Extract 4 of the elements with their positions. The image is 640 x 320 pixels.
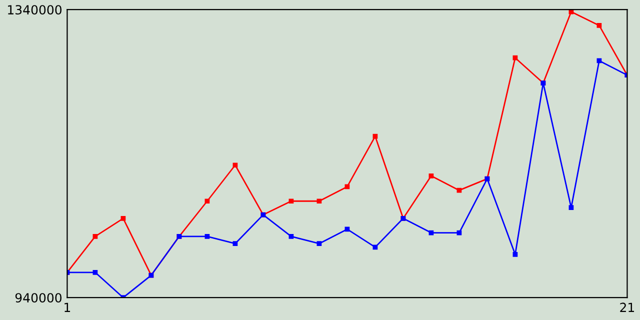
x-tick-label: 21: [620, 302, 634, 312]
y-tick-label: 1340000: [8, 5, 62, 15]
x-tick-label: 1: [64, 302, 70, 312]
y-tick-label: 940000: [15, 293, 62, 303]
